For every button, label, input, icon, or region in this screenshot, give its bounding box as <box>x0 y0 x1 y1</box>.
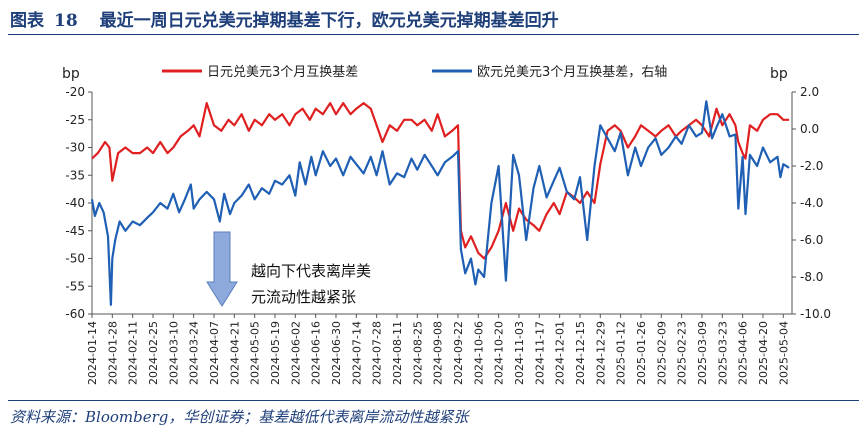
legend-label-jpy: 日元兑美元3个月互换基差 <box>207 65 358 80</box>
annotation-line-2: 元流动性越紧张 <box>251 288 356 306</box>
x-tick-label: 2024-09-22 <box>452 321 465 385</box>
x-tick-label: 2024-07-28 <box>371 321 384 385</box>
annotation-line-1: 越向下代表离岸美 <box>251 262 371 280</box>
x-tick-label: 2024-09-08 <box>432 321 445 385</box>
figure-title-text: 最近一周日元兑美元掉期基差下行，欧元兑美元掉期基差回升 <box>99 11 559 31</box>
y-left-tick-label: -40 <box>65 196 85 210</box>
x-tick-label: 2025-04-06 <box>737 321 750 385</box>
y-right-tick-label: -6.0 <box>800 233 823 247</box>
x-tick-label: 2024-04-21 <box>228 321 241 385</box>
x-tick-label: 2024-10-06 <box>472 321 485 385</box>
annotation: 越向下代表离岸美 元流动性越紧张 <box>206 231 371 307</box>
x-tick-label: 2024-07-14 <box>350 321 363 385</box>
figure-number: 18 <box>54 11 78 31</box>
footer-rule <box>8 400 859 401</box>
y-right-tick-label: -10.0 <box>800 307 831 321</box>
x-tick-label: 2024-01-14 <box>86 321 99 385</box>
x-tick-label: 2025-04-20 <box>757 321 770 385</box>
x-tick-label: 2024-12-29 <box>594 321 607 385</box>
x-tick-label: 2025-01-12 <box>615 321 628 385</box>
x-tick-label: 2024-02-11 <box>127 321 140 385</box>
x-tick-label: 2024-11-17 <box>533 321 546 385</box>
y-left-tick-label: -30 <box>65 141 85 155</box>
source-note: 资料来源：Bloomberg，华创证券；基差越低代表离岸流动性越紧张 <box>10 408 469 426</box>
series-line-jpy <box>91 102 790 260</box>
y-left-tick-label: -60 <box>65 307 85 321</box>
figure-label: 图表 <box>10 11 44 31</box>
y-right-tick-label: -8.0 <box>800 270 823 284</box>
x-tick-label: 2024-12-01 <box>554 321 567 385</box>
series-line-eur <box>90 100 790 306</box>
x-tick-label: 2024-01-28 <box>106 321 119 385</box>
y-left-ticks: -20 -25 -30 -35 -40 -45 -50 -55 -60 <box>65 85 92 321</box>
x-tick-label: 2024-05-19 <box>269 321 282 385</box>
y-right-tick-label: 2.0 <box>800 85 819 99</box>
down-arrow-icon <box>206 231 238 307</box>
x-tick-label: 2025-03-23 <box>716 321 729 385</box>
y-left-tick-label: -45 <box>65 224 85 238</box>
title-rule <box>8 34 859 35</box>
x-tick-label: 2025-02-23 <box>676 321 689 385</box>
x-tick-label: 2025-01-26 <box>635 321 648 385</box>
y-left-tick-label: -55 <box>65 279 85 293</box>
x-tick-label: 2024-02-25 <box>147 321 160 385</box>
y-left-tick-label: -20 <box>65 85 85 99</box>
x-ticks: 2024-01-14 2024-01-28 2024-02-11 2024-02-25… <box>86 314 790 385</box>
y-right-unit-label: bp <box>770 66 788 82</box>
y-left-tick-label: -35 <box>65 168 85 182</box>
x-tick-label: 2024-08-11 <box>391 321 404 385</box>
x-tick-label: 2025-03-09 <box>696 321 709 385</box>
y-right-tick-label: -2.0 <box>800 159 823 173</box>
x-tick-label: 2024-12-15 <box>574 321 587 385</box>
figure-title: 图表 18 最近一周日元兑美元掉期基差下行，欧元兑美元掉期基差回升 <box>10 6 559 31</box>
x-tick-label: 2024-11-03 <box>513 321 526 385</box>
y-left-tick-label: -50 <box>65 252 85 266</box>
y-left-tick-label: -25 <box>65 113 85 127</box>
chart: bp bp -20 -25 -30 -35 -40 -45 -50 -55 -60 2.0 0.0… <box>62 65 831 385</box>
x-tick-label: 2024-05-05 <box>249 321 262 385</box>
y-left-unit-label: bp <box>62 66 80 82</box>
legend: 日元兑美元3个月互换基差 欧元兑美元3个月互换基差，右轴 <box>162 65 667 80</box>
x-tick-label: 2024-08-25 <box>411 321 424 385</box>
x-tick-label: 2024-06-30 <box>330 321 343 385</box>
x-tick-label: 2024-10-20 <box>493 321 506 385</box>
y-right-tick-label: -4.0 <box>800 196 823 210</box>
legend-label-eur: 欧元兑美元3个月互换基差，右轴 <box>477 65 667 80</box>
y-right-ticks: 2.0 0.0 -2.0 -4.0 -6.0 -8.0 -10.0 <box>792 85 831 321</box>
x-tick-label: 2025-02-09 <box>655 321 668 385</box>
y-right-tick-label: 0.0 <box>800 122 819 136</box>
x-tick-label: 2024-06-02 <box>289 321 302 385</box>
x-tick-label: 2025-05-04 <box>777 321 790 385</box>
x-tick-label: 2024-03-24 <box>188 321 201 385</box>
x-tick-label: 2024-03-10 <box>167 321 180 385</box>
x-tick-label: 2024-06-16 <box>310 321 323 385</box>
x-tick-label: 2024-04-07 <box>208 321 221 385</box>
